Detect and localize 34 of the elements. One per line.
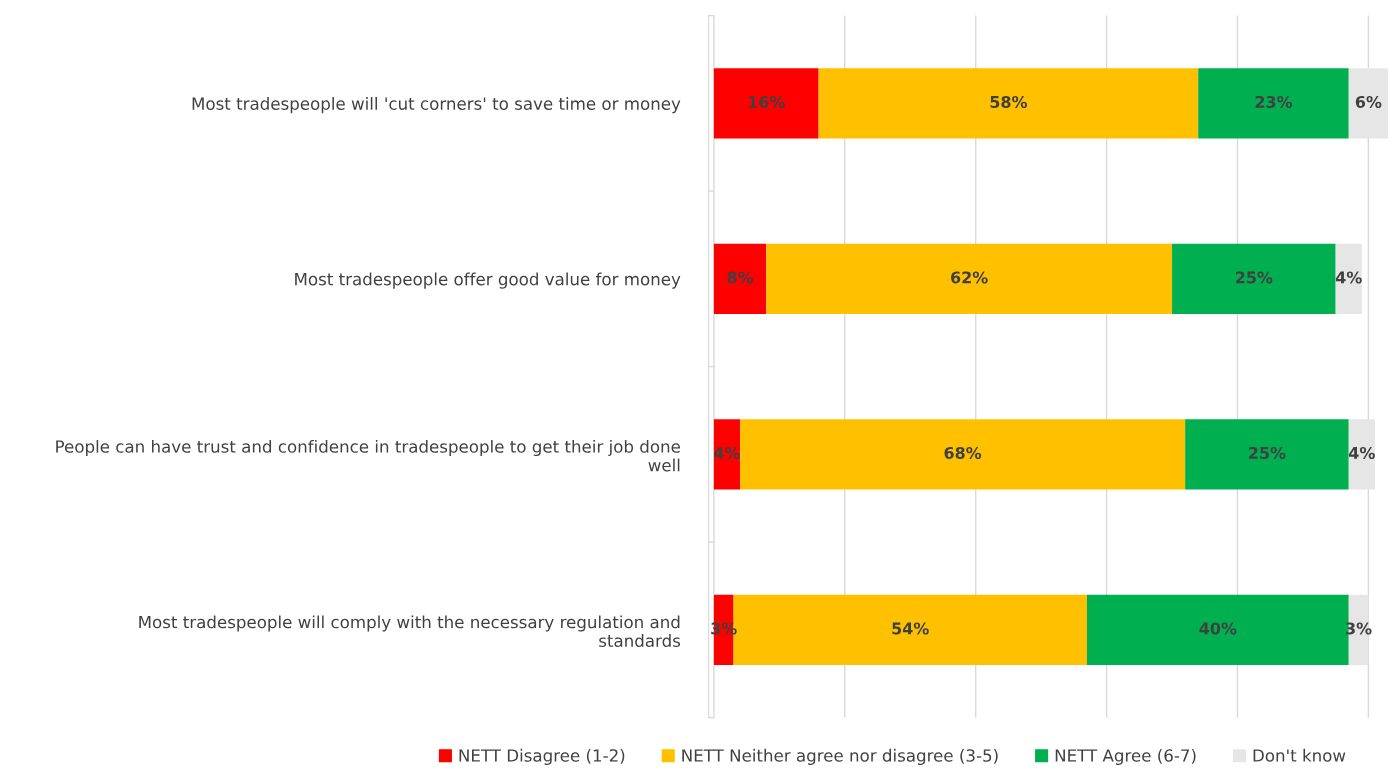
y-tick-label: Most tradespeople offer good value for money (295, 272, 681, 289)
bar (713, 68, 819, 139)
bar (713, 419, 741, 490)
legend-label: Don't know (1253, 748, 1346, 762)
data-label: 54% (892, 622, 929, 635)
data-label: 40% (1199, 622, 1237, 635)
bar (1348, 419, 1375, 490)
data-label: 4% (714, 446, 741, 459)
bar (766, 243, 1173, 314)
data-label: 62% (951, 271, 988, 284)
bar (1348, 68, 1389, 139)
data-label: 6% (1355, 95, 1382, 108)
data-label: 68% (944, 446, 982, 459)
legend-label: NETT Neither agree nor disagree (3-5) (682, 748, 998, 765)
data-label: 4% (1335, 271, 1362, 284)
legend-label: NETT Agree (6-7) (1055, 748, 1196, 765)
data-label: 23% (1255, 95, 1293, 108)
data-label: 25% (1236, 271, 1273, 284)
bar (1198, 68, 1349, 139)
data-label: 25% (1249, 446, 1286, 459)
y-tick-label: Most tradespeople will 'cut corners' to save time or money (192, 97, 681, 114)
legend-label: NETT Disagree (1-2) (459, 748, 625, 765)
bar (740, 419, 1186, 490)
bar (713, 243, 767, 314)
bar (1172, 243, 1336, 314)
y-tick-label: Most tradespeople will comply with the necessary regulation and standards (139, 615, 681, 648)
data-label: 58% (990, 95, 1028, 108)
bar (1335, 243, 1362, 314)
data-label: 8% (727, 271, 754, 284)
y-tick-label: People can have trust and confidence in tradespeople to get their job done well (56, 439, 680, 472)
data-label: 16% (748, 95, 785, 108)
data-label: 4% (1349, 446, 1375, 459)
bar (1185, 419, 1349, 490)
bar (818, 68, 1199, 139)
